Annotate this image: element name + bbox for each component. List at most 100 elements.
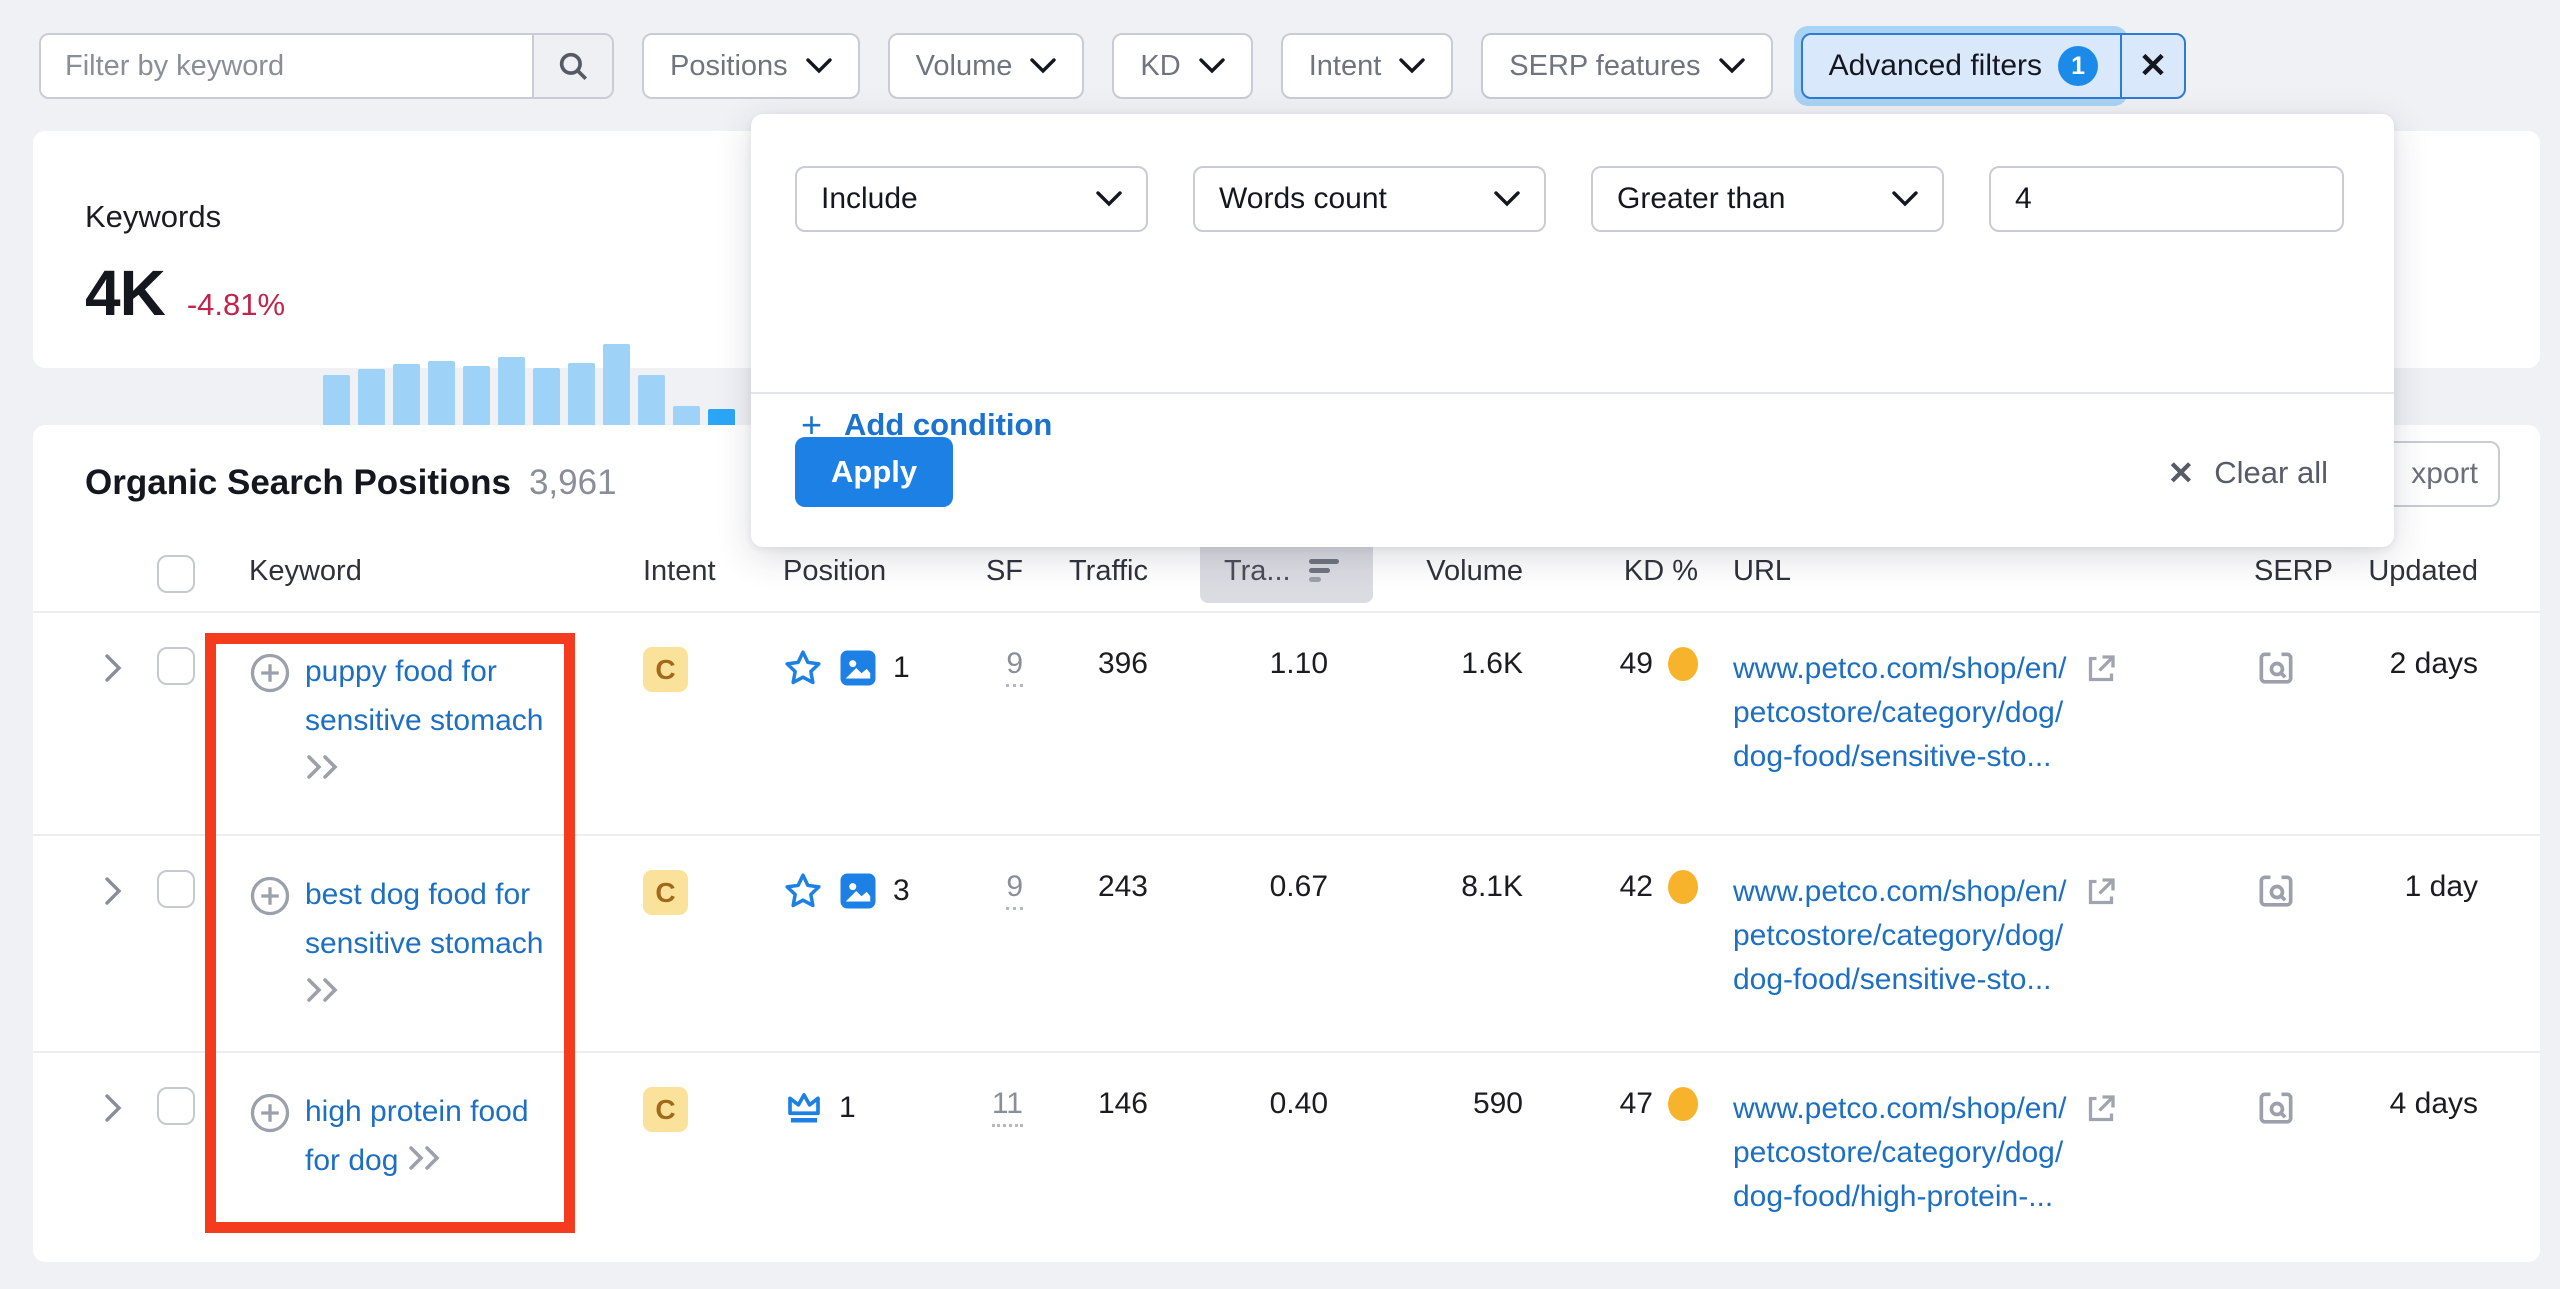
advanced-filters-label: Advanced filters — [1828, 49, 2043, 82]
result-url-line[interactable]: petcostore/category/dog/ — [1733, 919, 2064, 952]
header-kd[interactable]: KD % — [1623, 555, 1698, 587]
header-position[interactable]: Position — [783, 555, 887, 587]
advanced-filters-panel: Include Words count Greater than + Add c… — [751, 114, 2394, 547]
row-checkbox[interactable] — [157, 870, 195, 908]
plus-icon: + — [801, 404, 823, 445]
double-chevron-icon[interactable] — [407, 1144, 447, 1177]
volume-value: 1.6K — [1461, 647, 1523, 680]
kd-dropdown[interactable]: KD — [1112, 33, 1253, 99]
keyword-link[interactable]: best dog food for sensitive stomach — [305, 870, 555, 1017]
crown-icon[interactable] — [783, 1087, 825, 1129]
header-traffic[interactable]: Traffic — [1069, 555, 1148, 587]
keywords-change: -4.81% — [186, 287, 286, 322]
advanced-filters-button[interactable]: Advanced filters 1 — [1803, 35, 2123, 97]
result-url-line[interactable]: petcostore/category/dog/ — [1733, 1136, 2064, 1169]
result-url-line[interactable]: dog-food/high-protein-... — [1733, 1180, 2054, 1213]
serp-preview-icon[interactable] — [2254, 647, 2338, 691]
kd-dot-icon — [1668, 1087, 1698, 1121]
clear-all-button[interactable]: ✕ Clear all — [2167, 455, 2328, 491]
section-title: Organic Search Positions — [85, 463, 511, 502]
apply-button[interactable]: Apply — [795, 437, 954, 507]
serp-preview-icon[interactable] — [2254, 1087, 2338, 1131]
header-serp: SERP — [2254, 555, 2333, 587]
result-url-line[interactable]: dog-food/sensitive-sto... — [1733, 963, 2052, 996]
volume-dropdown[interactable]: Volume — [887, 33, 1085, 99]
traffic-value: 146 — [1097, 1087, 1148, 1120]
header-intent[interactable]: Intent — [643, 555, 716, 587]
chevron-down-icon — [1892, 191, 1918, 207]
keyword-link[interactable]: high protein food for dog — [305, 1095, 529, 1177]
close-icon: ✕ — [2138, 47, 2168, 85]
search-button[interactable] — [532, 35, 612, 97]
double-chevron-icon[interactable] — [305, 976, 345, 1009]
updated-value: 4 days — [2389, 1087, 2478, 1120]
intent-badge[interactable]: C — [643, 870, 688, 915]
kd-dot-icon — [1668, 870, 1698, 904]
advanced-filters-close-button[interactable]: ✕ — [2122, 35, 2184, 97]
chevron-down-icon — [1399, 58, 1425, 74]
star-icon[interactable] — [783, 871, 823, 911]
keyword-link[interactable]: puppy food for sensitive stomach — [305, 647, 555, 794]
position-value: 3 — [893, 874, 910, 907]
row-checkbox[interactable] — [157, 647, 195, 685]
sf-value[interactable]: 9 — [1006, 870, 1023, 910]
expand-chevron-icon[interactable] — [104, 876, 122, 906]
expand-chevron-icon[interactable] — [104, 653, 122, 683]
filter-toolbar: Positions Volume KD Intent SERP features… — [39, 26, 2187, 106]
header-sf[interactable]: SF — [985, 555, 1023, 587]
condition-type-select[interactable]: Include — [795, 166, 1148, 232]
organic-positions-card: Organic Search Positions 3,961 Keyword I… — [33, 425, 2540, 1262]
search-icon — [556, 49, 590, 83]
traffic-value: 243 — [1097, 870, 1148, 903]
result-url-link[interactable]: www.petco.com/shop/en/ — [1733, 875, 2067, 908]
header-volume[interactable]: Volume — [1426, 555, 1523, 587]
row-checkbox[interactable] — [157, 1087, 195, 1125]
select-all-checkbox[interactable] — [157, 555, 195, 593]
external-link-icon[interactable] — [2083, 647, 2119, 687]
header-updated[interactable]: Updated — [2368, 555, 2478, 587]
result-url-link[interactable]: www.petco.com/shop/en/ — [1733, 1092, 2067, 1125]
traffic-value: 396 — [1097, 647, 1148, 680]
positions-dropdown-label: Positions — [670, 49, 788, 82]
traffic-pct-value: 1.10 — [1269, 647, 1328, 680]
image-icon[interactable] — [837, 870, 879, 912]
advanced-filters-count-badge: 1 — [2058, 46, 2099, 86]
external-link-icon[interactable] — [2083, 1087, 2119, 1127]
sorted-column-pill[interactable]: Tra... — [1200, 539, 1373, 603]
header-keyword[interactable]: Keyword — [249, 555, 362, 587]
header-url[interactable]: URL — [1733, 555, 1792, 587]
double-chevron-icon[interactable] — [305, 753, 345, 786]
star-icon[interactable] — [783, 648, 823, 688]
chevron-down-icon — [1030, 58, 1057, 74]
keyword-filter — [39, 33, 614, 99]
intent-dropdown[interactable]: Intent — [1280, 33, 1454, 99]
serp-features-dropdown[interactable]: SERP features — [1481, 33, 1773, 99]
search-input[interactable] — [41, 35, 532, 97]
expand-chevron-icon[interactable] — [104, 1093, 122, 1123]
plus-circle-icon[interactable] — [249, 870, 291, 1017]
traffic-pct-value: 0.40 — [1269, 1087, 1328, 1120]
serp-preview-icon[interactable] — [2254, 870, 2338, 914]
sort-desc-icon — [1307, 557, 1343, 585]
sf-value[interactable]: 11 — [991, 1087, 1023, 1127]
add-condition-button[interactable]: + Add condition — [801, 404, 1053, 445]
plus-circle-icon[interactable] — [249, 647, 291, 794]
result-url-line[interactable]: dog-food/sensitive-sto... — [1733, 740, 2052, 773]
intent-badge[interactable]: C — [643, 647, 688, 692]
condition-field-select[interactable]: Words count — [1193, 166, 1546, 232]
image-icon[interactable] — [837, 647, 879, 689]
result-url-link[interactable]: www.petco.com/shop/en/ — [1733, 652, 2067, 685]
plus-circle-icon[interactable] — [249, 1087, 291, 1185]
table-header-row: Keyword Intent Position SF Traffic Tra..… — [33, 535, 2540, 611]
external-link-icon[interactable] — [2083, 870, 2119, 910]
sf-value[interactable]: 9 — [1006, 647, 1023, 687]
intent-badge[interactable]: C — [643, 1087, 688, 1132]
result-url-line[interactable]: petcostore/category/dog/ — [1733, 696, 2064, 729]
intent-dropdown-label: Intent — [1308, 49, 1382, 82]
condition-value-input[interactable] — [1989, 166, 2344, 232]
table-row: high protein food for dog C 1 11 146 0.4… — [33, 1051, 2540, 1243]
chevron-down-icon — [1718, 58, 1745, 74]
condition-operator-select[interactable]: Greater than — [1591, 166, 1944, 232]
volume-dropdown-label: Volume — [915, 49, 1013, 82]
positions-dropdown[interactable]: Positions — [642, 33, 860, 99]
